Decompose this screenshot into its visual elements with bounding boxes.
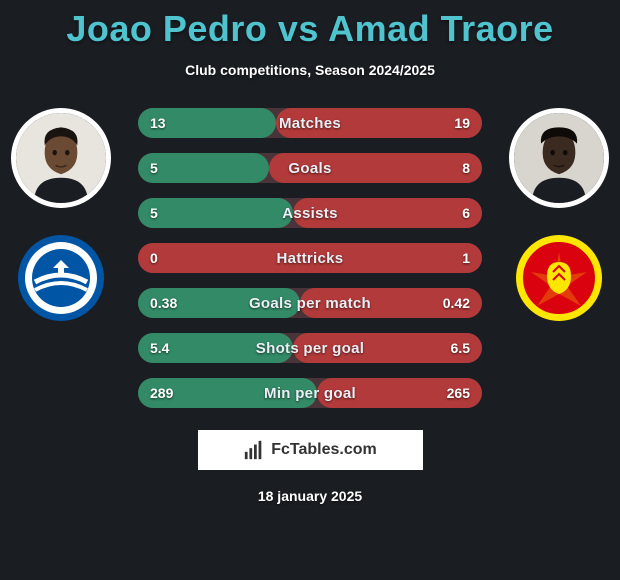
right-crest-svg xyxy=(515,234,603,322)
stat-label: Min per goal xyxy=(138,378,482,408)
left-eye-r xyxy=(65,150,70,155)
left-player-column xyxy=(6,108,116,322)
stat-bars: 1319Matches 58Goals 56Assists 01Hattricks 0.… xyxy=(138,108,482,408)
comparison-content: 1319Matches 58Goals 56Assists 01Hattricks 0.… xyxy=(0,108,620,408)
right-club-crest xyxy=(515,234,603,322)
stat-row: 289265Min per goal xyxy=(138,378,482,408)
right-player-avatar-svg xyxy=(514,113,604,203)
left-club-crest xyxy=(17,234,105,322)
stat-row: 56Assists xyxy=(138,198,482,228)
stat-label: Matches xyxy=(138,108,482,138)
stat-label: Goals xyxy=(138,153,482,183)
page-title: Joao Pedro vs Amad Traore xyxy=(0,0,620,50)
right-player-avatar xyxy=(509,108,609,208)
left-player-avatar-svg xyxy=(16,113,106,203)
stat-row: 5.46.5Shots per goal xyxy=(138,333,482,363)
date-text: 18 january 2025 xyxy=(0,488,620,504)
stat-label: Assists xyxy=(138,198,482,228)
right-eye-l xyxy=(550,150,555,155)
stat-label: Hattricks xyxy=(138,243,482,273)
stat-row: 58Goals xyxy=(138,153,482,183)
subtitle: Club competitions, Season 2024/2025 xyxy=(0,62,620,78)
stat-label: Shots per goal xyxy=(138,333,482,363)
right-eye-r xyxy=(563,150,568,155)
stat-row: 01Hattricks xyxy=(138,243,482,273)
footer-brand: FcTables.com xyxy=(198,430,423,470)
footer-brand-text: FcTables.com xyxy=(271,441,377,459)
stat-row: 1319Matches xyxy=(138,108,482,138)
stat-label: Goals per match xyxy=(138,288,482,318)
stat-row: 0.380.42Goals per match xyxy=(138,288,482,318)
right-player-column xyxy=(504,108,614,322)
left-player-avatar xyxy=(11,108,111,208)
left-crest-svg xyxy=(17,234,105,322)
left-eye-l xyxy=(52,150,57,155)
fctables-icon xyxy=(243,439,265,461)
